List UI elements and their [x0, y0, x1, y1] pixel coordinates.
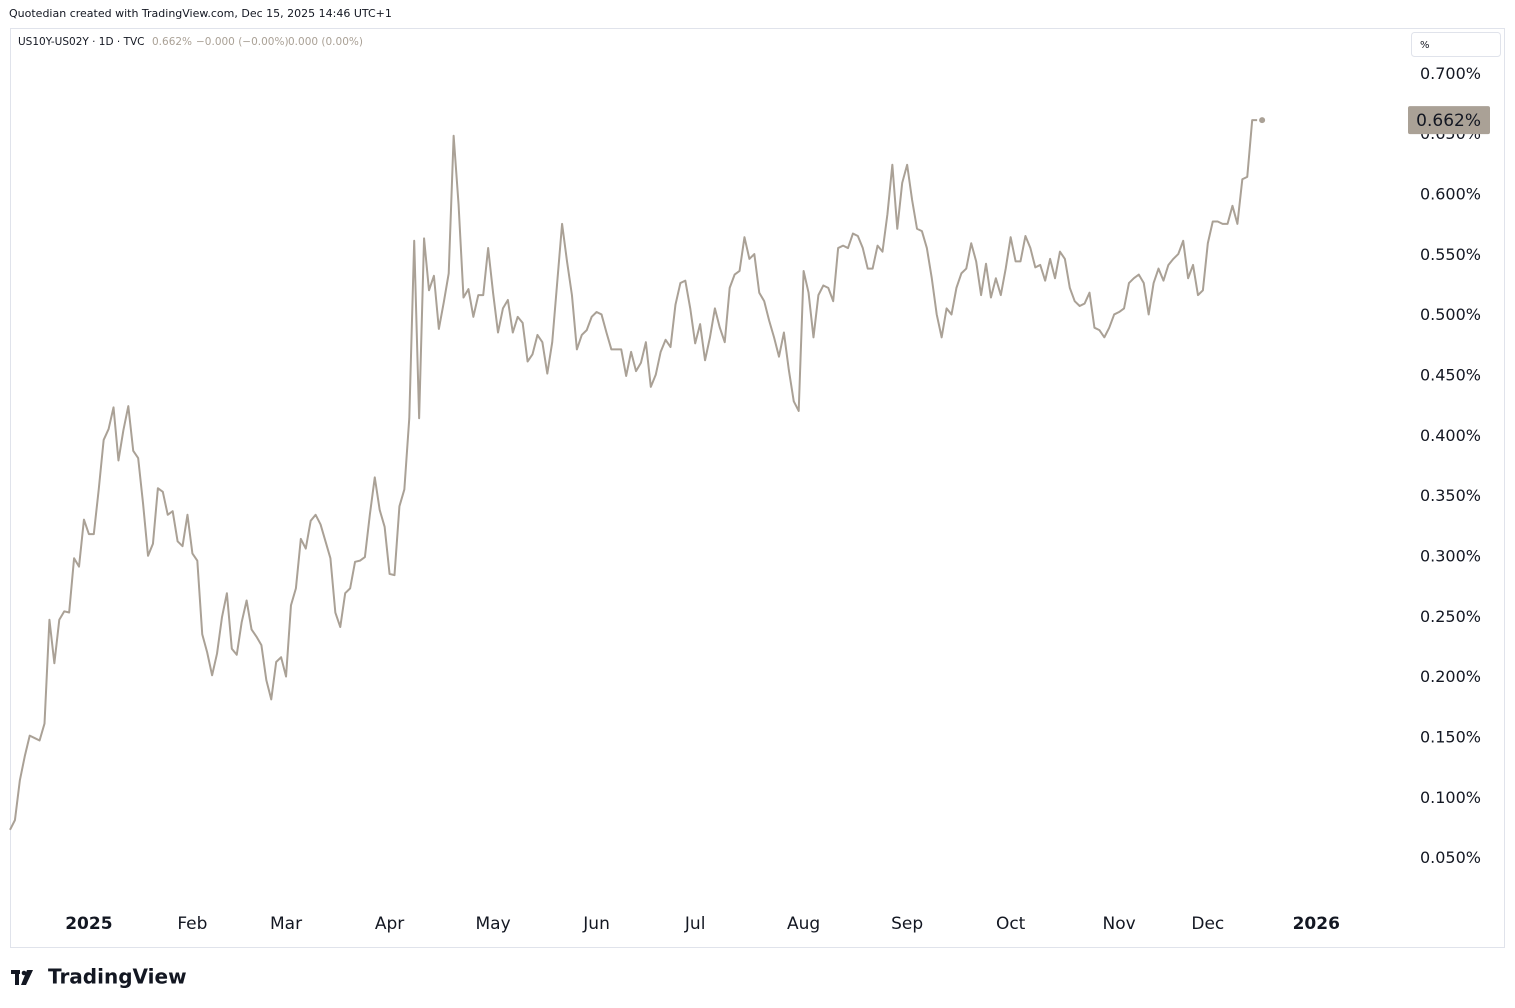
legend-value: −0.000 (−0.00%)	[196, 36, 289, 48]
x-tick-label: Jul	[684, 914, 706, 934]
last-point	[1259, 117, 1266, 124]
y-tick-label: 0.150%	[1420, 728, 1481, 747]
y-tick-label: 0.200%	[1420, 667, 1481, 686]
x-tick-label: Jun	[582, 914, 610, 934]
x-tick-label: 2025	[65, 914, 112, 934]
y-tick-label: 0.450%	[1420, 365, 1481, 384]
x-tick-label: Dec	[1191, 914, 1224, 934]
y-tick-label: 0.050%	[1420, 848, 1481, 867]
x-tick-label: Oct	[996, 914, 1026, 934]
x-tick-label: Mar	[270, 914, 302, 934]
y-tick-label: 0.300%	[1420, 547, 1481, 566]
x-tick-label: Aug	[787, 914, 820, 934]
unit: %	[1420, 40, 1430, 51]
x-tick-label: Apr	[375, 914, 404, 934]
legend-value: 0.662%	[152, 36, 192, 48]
y-tick-label: 0.500%	[1420, 305, 1481, 324]
logo: TradingView	[48, 965, 187, 989]
last-value-label: 0.662%	[1416, 111, 1481, 131]
x-tick-label: Nov	[1103, 914, 1136, 934]
x-tick-label: Sep	[891, 914, 923, 934]
last-value-badge	[1408, 106, 1490, 135]
y-tick-label: 0.600%	[1420, 184, 1481, 203]
unit-box[interactable]	[1411, 32, 1501, 57]
x-tick-label: 2026	[1293, 914, 1340, 934]
logo-mark	[11, 970, 33, 985]
series-line	[9, 119, 1258, 831]
y-tick-label: 0.550%	[1420, 245, 1481, 264]
symbol: US10Y-US02Y · 1D · TVC	[18, 36, 145, 48]
x-tick-label: Feb	[177, 914, 207, 934]
y-tick-label: 0.400%	[1420, 426, 1481, 445]
frame	[10, 28, 1505, 948]
x-tick-label: May	[475, 914, 510, 934]
y-tick-label: 0.250%	[1420, 607, 1481, 626]
y-tick-label: 0.100%	[1420, 788, 1481, 807]
attribution: Quotedian created with TradingView.com, …	[9, 7, 392, 20]
y-tick-label: 0.350%	[1420, 486, 1481, 505]
legend-value: 0.000 (0.00%)	[288, 36, 363, 48]
y-tick-label: 0.700%	[1420, 64, 1481, 83]
